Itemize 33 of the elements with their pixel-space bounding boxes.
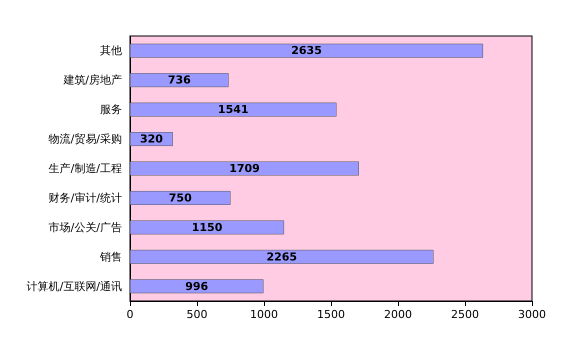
x-tick-label: 2000	[384, 308, 412, 321]
data-label: 2265	[266, 250, 298, 264]
bar	[130, 162, 360, 176]
bar	[130, 220, 284, 234]
bar	[130, 44, 484, 58]
bar	[130, 250, 434, 264]
bar	[130, 73, 229, 88]
data-label: 1150	[192, 220, 223, 234]
y-tick-label: 财务/审计/统计	[48, 191, 122, 204]
y-tick-label: 其他	[100, 44, 122, 58]
data-label: 1541	[218, 103, 249, 116]
bar	[130, 190, 230, 205]
x-tick-label: 3000	[518, 308, 546, 321]
bar	[130, 102, 336, 117]
data-label: 996	[185, 280, 209, 293]
data-label: 736	[168, 74, 192, 87]
data-label: 2635	[291, 44, 322, 58]
x-tick-label: 500	[186, 308, 208, 321]
y-tick-label: 物流/贸易/采购	[48, 132, 122, 146]
x-tick-label: 2500	[451, 308, 479, 321]
x-tick-label: 1000	[250, 308, 278, 321]
bar	[130, 279, 264, 294]
y-tick-label: 服务	[100, 103, 122, 116]
x-tick-label: 0	[126, 308, 134, 321]
data-label: 320	[140, 132, 164, 146]
y-tick-label: 建筑/房地产	[62, 74, 122, 87]
y-tick-label: 计算机/互联网/通讯	[26, 280, 122, 293]
data-label: 1709	[229, 162, 260, 175]
y-tick-label: 市场/公关/广告	[48, 220, 122, 234]
data-label: 750	[168, 191, 192, 204]
y-tick-label: 销售	[99, 250, 122, 264]
x-tick-label: 1500	[317, 308, 345, 321]
y-tick-label: 生产/制造/工程	[48, 162, 122, 175]
